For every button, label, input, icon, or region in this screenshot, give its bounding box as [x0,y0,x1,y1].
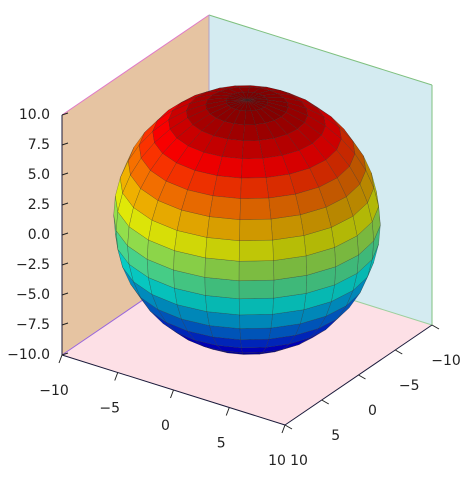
sphere-facet [205,237,240,262]
pane-edge [61,14,210,116]
sphere-facet [115,211,130,247]
sphere-facet [117,192,134,228]
sphere-facet [207,94,231,100]
sphere-facet [240,177,270,199]
pane-edge [208,14,433,86]
y-tick [321,399,329,405]
sphere-facet [128,263,153,295]
z-tick-label: −5.0 [16,287,50,303]
sphere-facet [151,200,182,231]
sphere-facet [169,117,194,139]
sphere-facet [239,327,272,340]
sphere-facet [140,297,167,323]
sphere-facet [268,193,301,220]
x-tick [225,407,230,416]
sphere-facet [234,99,248,111]
sphere-facet [232,92,248,101]
sphere-facet [240,338,270,349]
sphere-facet [239,313,273,329]
z-tick-label: 10.0 [19,107,50,123]
x-tick [281,424,286,434]
z-tick [61,202,69,206]
sphere-facet [237,91,248,101]
sphere-facet [148,219,178,251]
z-tick [61,352,69,356]
sphere-facet [212,336,242,349]
z-tick [61,172,69,176]
sphere-facet [157,308,189,332]
sphere-facet [226,95,248,101]
z-tick [61,142,69,146]
x-tick-label: 0 [161,418,170,434]
sphere-facet [242,140,264,159]
x-tick-label: −5 [99,401,120,417]
z-tick-label: 2.5 [28,197,50,213]
x-tick [58,354,63,364]
sphere-facet [245,99,252,112]
y-tick [431,324,440,330]
z-tick-label: −10.0 [7,347,50,363]
y-tick-label: −5 [399,378,420,394]
sphere-facet [204,277,240,300]
sphere-facet [246,92,260,101]
y-tick-label: 5 [331,428,340,444]
sphere-facet [206,216,241,242]
x-tick-label: 10 [268,453,286,469]
sphere-facet [246,99,269,103]
z-tick-label: −2.5 [16,257,50,273]
z-tick-label: 5.0 [28,167,50,183]
sphere-facet [205,100,227,110]
sphere-facet [174,287,208,312]
x-tick-label: 5 [217,436,226,452]
sphere-facet [194,339,223,352]
z-tick [61,292,69,296]
sphere-facet [204,257,240,282]
sphere-facet [140,142,163,171]
y-tick-label: 0 [368,403,377,419]
sphere-facet [241,347,267,354]
y-tick [395,349,403,355]
sphere-facet [132,280,159,311]
z-tick [61,232,69,236]
sphere-facet [115,229,130,266]
sphere-facet [172,96,197,111]
sphere-facet [238,239,274,262]
sphere-facet [241,157,267,179]
z-tick [61,112,69,116]
z-tick [61,262,69,266]
sphere-facet [209,195,241,220]
sphere-facet [181,189,214,217]
z-tick-label: 0.0 [28,227,50,243]
z-tick-label: 7.5 [28,137,50,153]
y-tick [284,424,293,430]
sphere-facet [238,260,275,282]
x-tick [114,372,119,381]
y-tick-label: −10 [431,353,461,369]
sphere-facet [146,239,175,271]
sphere-facet [238,279,275,300]
sphere-facet [225,99,248,104]
sphere-facet [150,311,177,333]
x-tick-label: −10 [39,383,69,399]
sphere-facet [239,197,272,220]
z-tick [61,322,69,326]
y-tick [358,374,366,380]
sphere-facet [239,218,273,241]
sphere-facet [238,297,274,316]
sphere-facet [242,91,249,101]
z-tick-label: −7.5 [16,317,50,333]
y-tick-label: 10 [290,453,308,469]
x-tick [170,389,174,399]
sphere-facet [212,175,242,199]
